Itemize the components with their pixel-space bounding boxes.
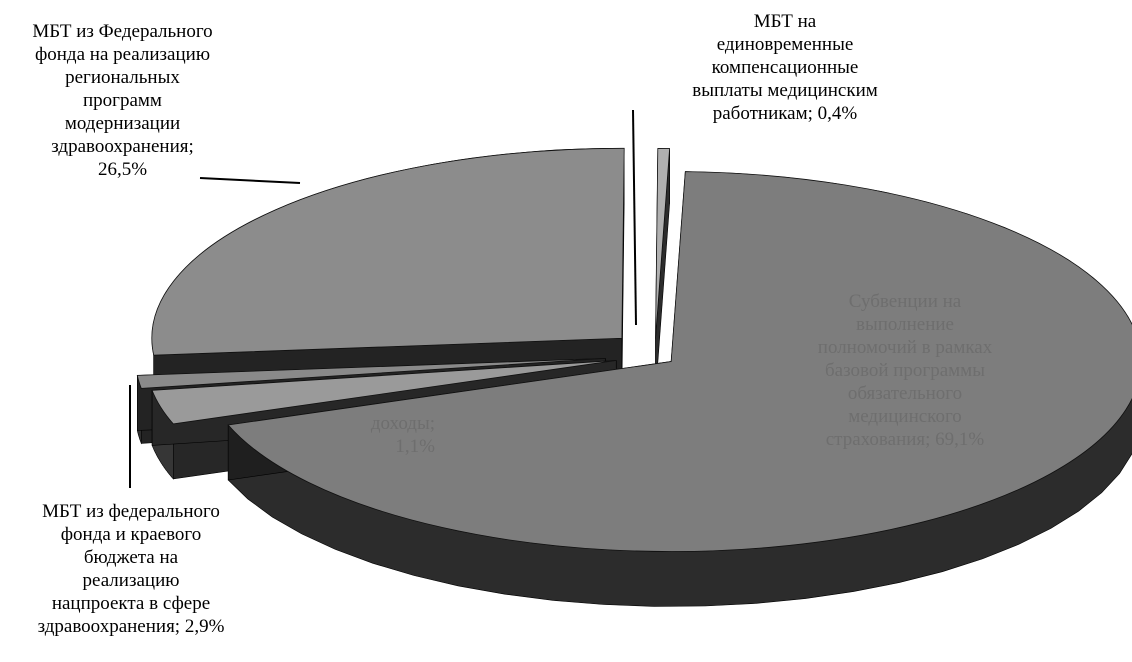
pie-slices (136, 147, 1132, 607)
label-national-project: МБТ из федерального фонда и краевого бюд… (37, 501, 225, 637)
slice-national-project (151, 360, 617, 425)
slice-subventions (227, 171, 1132, 552)
label-subventions: Субвенции на выполнение полномочий в рам… (817, 291, 993, 450)
label-other-income: доходы; 1,1% (370, 413, 435, 457)
leader-lines (129, 109, 637, 488)
leader-modernization (199, 177, 301, 184)
slice-other-income (136, 358, 606, 389)
leader-compensation (632, 109, 637, 326)
slice-modernization (151, 147, 625, 356)
label-compensation: МБТ на единовременные компенсационные вы… (692, 11, 878, 124)
slice-compensation (655, 148, 671, 339)
label-modernization: МБТ из Федерального фонда на реализацию … (32, 21, 213, 180)
